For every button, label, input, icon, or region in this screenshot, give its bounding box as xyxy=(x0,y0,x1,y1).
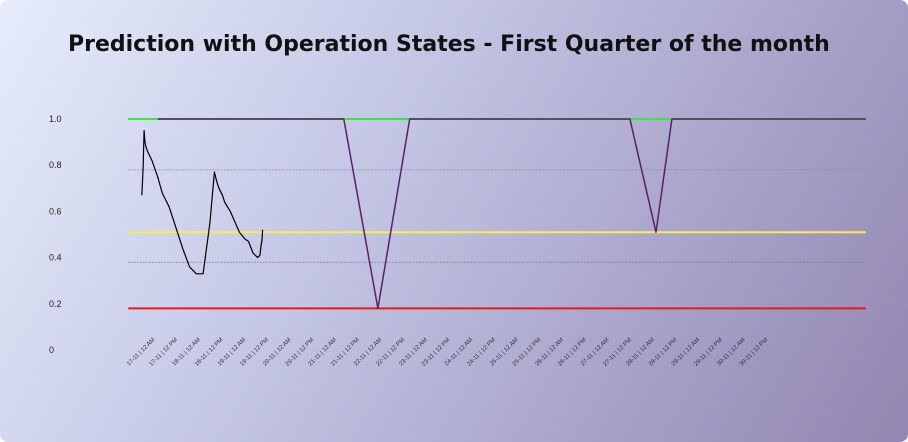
threshold-lines xyxy=(128,118,866,310)
y-tick-label: 0 xyxy=(49,345,54,355)
y-tick-label: 0.6 xyxy=(49,206,62,216)
gridlines xyxy=(128,169,866,263)
y-tick-label: 0.8 xyxy=(49,160,62,170)
y-tick-label: 1.0 xyxy=(49,114,62,124)
y-axis-ticks: 0 0.2 0.4 0.6 0.8 1.0 xyxy=(49,114,62,355)
series-line-1 xyxy=(157,118,866,310)
y-tick-label: 0.4 xyxy=(49,253,62,263)
y-tick-label: 0.2 xyxy=(49,299,62,309)
chart-title: Prediction with Operation States - First… xyxy=(68,32,830,57)
series-lines xyxy=(141,118,866,310)
series-line-0 xyxy=(141,130,264,275)
